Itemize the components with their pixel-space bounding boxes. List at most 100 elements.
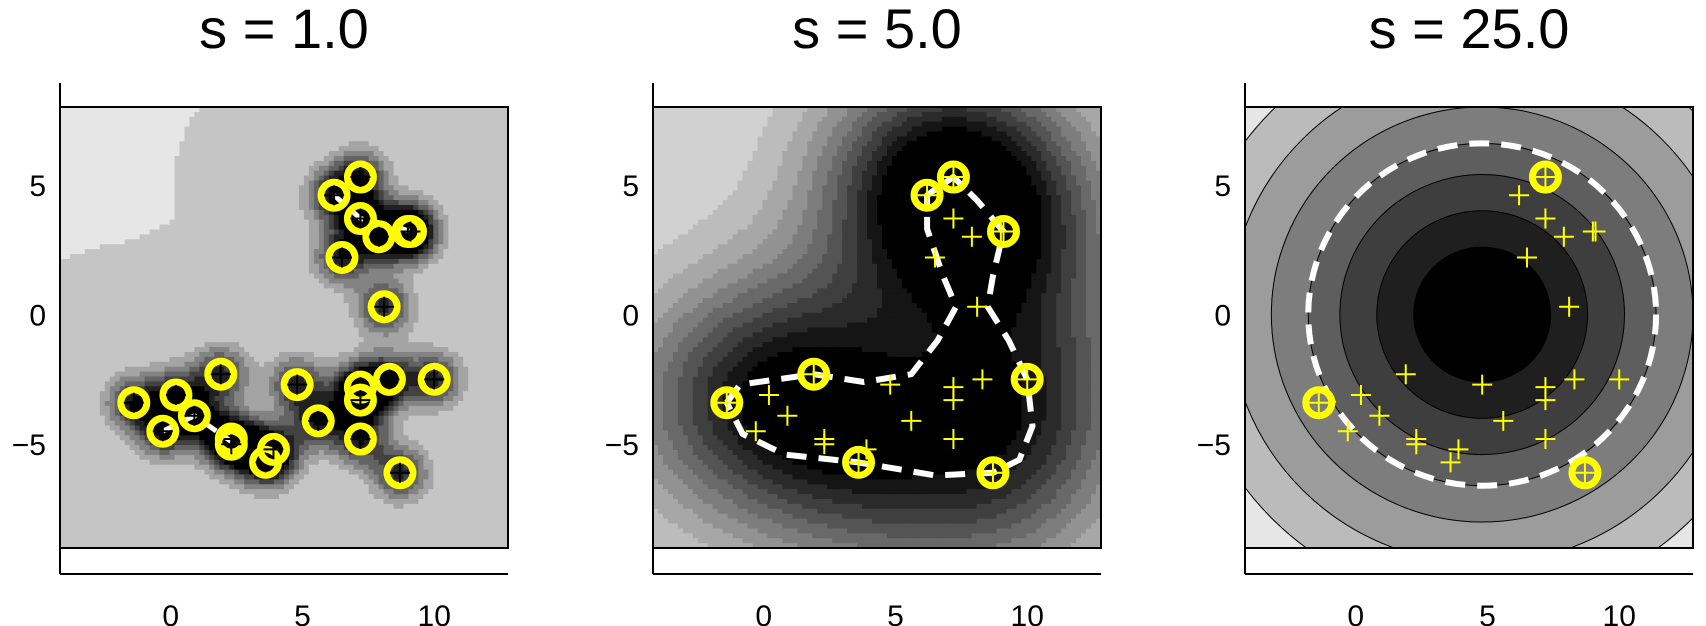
contour-cell [199, 371, 205, 378]
contour-cell [308, 317, 315, 324]
contour-cell [318, 224, 325, 231]
contour-cell [303, 356, 310, 363]
contour-cell [313, 283, 320, 289]
contour-cell [104, 146, 111, 152]
contour-cell [229, 151, 235, 157]
contour-cell [134, 190, 141, 196]
contour-cell [224, 170, 230, 177]
contour-cell [60, 317, 66, 324]
contour-cell [398, 263, 405, 270]
contour-cell [473, 190, 479, 196]
contour-cell [84, 126, 91, 133]
contour-cell [308, 307, 315, 314]
contour-cell [249, 361, 255, 368]
contour-cell [368, 254, 375, 260]
contour-cell [503, 307, 508, 314]
contour-cell [60, 151, 66, 157]
contour-cell [288, 156, 295, 162]
contour-cell [229, 263, 235, 270]
contour-cell [114, 126, 121, 133]
contour-cell [109, 273, 116, 280]
contour-cell [423, 249, 429, 255]
contour-cell [423, 342, 429, 348]
contour-cell [453, 361, 459, 368]
contour-cell [468, 219, 474, 226]
contour-cell [423, 185, 429, 191]
contour-cell [134, 165, 141, 172]
contour-cell [229, 136, 235, 142]
contour-cell [224, 205, 230, 211]
contour-cell [254, 312, 260, 319]
contour-cell [418, 278, 424, 284]
contour-cell [99, 258, 106, 265]
contour-cell [408, 288, 415, 294]
contour-cell [313, 126, 320, 133]
contour-cell [154, 239, 161, 245]
contour-cell [363, 156, 370, 162]
contour-cell [194, 366, 200, 373]
contour-cell [109, 327, 116, 333]
contour-cell [343, 298, 350, 304]
contour-cell [368, 273, 375, 280]
contour-cell [279, 131, 285, 137]
contour-cell [224, 156, 230, 162]
contour-cell [104, 273, 111, 280]
contour-cell [144, 136, 151, 142]
contour-cell [293, 214, 300, 221]
contour-cell [234, 356, 240, 363]
contour-cell [99, 254, 106, 260]
contour-cell [363, 180, 370, 186]
contour-cell [493, 352, 499, 358]
contour-cell [254, 234, 260, 240]
contour-cell [244, 175, 250, 182]
contour-cell [438, 332, 444, 338]
contour-cell [239, 151, 245, 157]
contour-cell [373, 254, 380, 260]
contour-cell [124, 165, 131, 172]
contour-cell [164, 249, 171, 255]
contour-cell [164, 146, 171, 152]
contour-cell [229, 200, 235, 206]
contour-cell [373, 190, 380, 196]
contour-cell [488, 214, 494, 221]
contour-cell [458, 249, 464, 255]
contour-cell [343, 347, 350, 353]
contour-cell [119, 195, 126, 201]
contour-cell [483, 116, 489, 123]
contour-cell [79, 111, 86, 118]
contour-cell [498, 347, 504, 353]
contour-cell [174, 366, 181, 373]
contour-cell [164, 229, 171, 235]
contour-cell [134, 258, 141, 265]
contour-cell [134, 249, 141, 255]
contour-cell [433, 126, 439, 133]
contour-cell [79, 356, 86, 363]
contour-cell [124, 234, 131, 240]
contour-cell [119, 126, 126, 133]
contour-cell [443, 170, 449, 177]
contour-cell [308, 371, 315, 378]
contour-cell [244, 254, 250, 260]
contour-cell [199, 180, 205, 186]
contour-cell [234, 190, 240, 196]
contour-cell [139, 347, 146, 353]
contour-cell [74, 126, 81, 133]
contour-cell [114, 165, 121, 172]
contour-cell [503, 116, 508, 123]
contour-cell [79, 219, 86, 226]
contour-cell [244, 244, 250, 250]
contour-cell [244, 107, 250, 113]
contour-cell [328, 116, 335, 123]
contour-cell [383, 180, 390, 186]
contour-cell [378, 111, 385, 118]
contour-cell [368, 200, 375, 206]
contour-cell [159, 136, 166, 142]
contour-cell [468, 342, 474, 348]
contour-cell [368, 268, 375, 275]
contour-cell [303, 317, 310, 324]
contour-cell [269, 268, 275, 275]
contour-cell [488, 268, 494, 275]
contour-cell [194, 268, 200, 275]
contour-cell [199, 327, 205, 333]
contour-cell [333, 175, 340, 182]
